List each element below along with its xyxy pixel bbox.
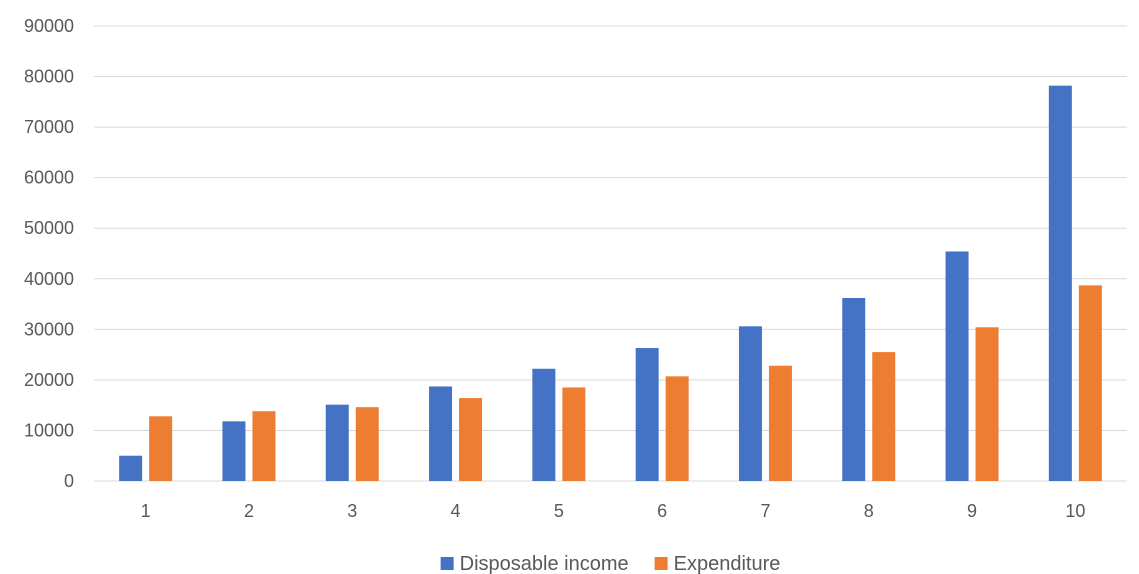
bar-expenditure-8 <box>872 352 896 481</box>
y-tick-label: 70000 <box>24 117 74 137</box>
legend-label: Disposable income <box>460 553 629 574</box>
bar-expenditure-4 <box>459 398 483 481</box>
bar-disposable-income-10 <box>1048 85 1072 482</box>
x-tick-label: 3 <box>347 501 357 521</box>
bar-disposable-income-5 <box>532 368 556 481</box>
bar-expenditure-1 <box>149 416 173 481</box>
bar-disposable-income-4 <box>429 386 453 481</box>
bar-disposable-income-9 <box>945 251 969 481</box>
y-tick-label: 80000 <box>24 67 74 87</box>
bar-disposable-income-2 <box>222 421 246 481</box>
x-axis-tick-labels: 1 2 3 4 5 6 7 8 9 10 <box>141 501 1086 521</box>
y-axis-tick-labels: 0 10000 20000 30000 40000 50000 60000 70000 8000… <box>24 16 74 491</box>
x-tick-label: 4 <box>451 501 461 521</box>
x-tick-label: 5 <box>554 501 564 521</box>
y-tick-label: 30000 <box>24 319 74 339</box>
bar-expenditure-7 <box>768 365 792 481</box>
bar-expenditure-9 <box>975 327 999 481</box>
bar-expenditure-5 <box>562 387 586 481</box>
x-tick-label: 6 <box>657 501 667 521</box>
bar-disposable-income-6 <box>635 348 659 481</box>
y-tick-label: 50000 <box>24 218 74 238</box>
bar-disposable-income-7 <box>738 326 762 481</box>
bar-disposable-income-1 <box>119 455 143 481</box>
x-tick-label: 9 <box>967 501 977 521</box>
bar-expenditure-6 <box>665 376 689 481</box>
legend-item-disposable-income: Disposable income <box>440 553 629 574</box>
bars <box>119 85 1102 482</box>
x-tick-label: 8 <box>864 501 874 521</box>
y-tick-label: 60000 <box>24 168 74 188</box>
y-tick-label: 0 <box>64 471 74 491</box>
legend-label: Expenditure <box>674 553 781 574</box>
bar-expenditure-10 <box>1078 285 1102 481</box>
bar-expenditure-2 <box>252 411 276 481</box>
gridlines <box>94 25 1127 482</box>
x-tick-label: 2 <box>244 501 254 521</box>
legend-swatch <box>440 557 454 570</box>
bar-expenditure-3 <box>355 407 379 481</box>
x-tick-label: 7 <box>760 501 770 521</box>
x-tick-label: 10 <box>1065 501 1085 521</box>
y-tick-label: 90000 <box>24 16 74 36</box>
bar-disposable-income-8 <box>842 297 866 481</box>
bar-disposable-income-3 <box>325 404 349 481</box>
legend-swatch <box>654 557 668 570</box>
legend-item-expenditure: Expenditure <box>654 553 781 574</box>
y-tick-label: 20000 <box>24 370 74 390</box>
x-tick-label: 1 <box>141 501 151 521</box>
legend: Disposable income Expenditure <box>440 553 781 574</box>
y-tick-label: 10000 <box>24 420 74 440</box>
y-tick-label: 40000 <box>24 269 74 289</box>
